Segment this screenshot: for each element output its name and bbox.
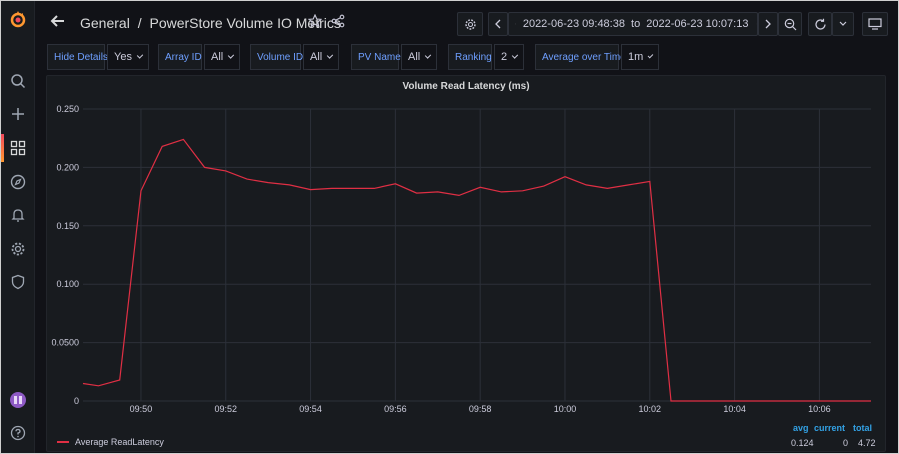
legend-header-avg[interactable]: avg [793, 423, 809, 433]
legend-header-total[interactable]: total [853, 423, 872, 433]
settings-icon[interactable] [6, 237, 30, 261]
y-tick-label: 0.200 [56, 162, 79, 172]
legend-value-current: 0 [843, 438, 849, 448]
variable-select-hide-details[interactable]: Yes [107, 44, 149, 70]
chevron-right-icon [765, 19, 771, 29]
variable-label-ranking: Ranking [448, 44, 492, 70]
variable-value: Yes [114, 51, 132, 63]
explore-icon[interactable] [6, 170, 30, 194]
time-shift-back-button[interactable] [488, 12, 508, 36]
refresh-interval-dropdown[interactable] [832, 12, 854, 36]
page-title: General / PowerStore Volume IO Metrics [80, 15, 341, 31]
time-to: 2022-06-23 10:07:13 [646, 18, 749, 30]
x-tick-label: 09:58 [469, 404, 492, 414]
y-tick-label: 0 [74, 396, 79, 406]
monitor-icon [868, 18, 882, 30]
share-icon[interactable] [331, 14, 345, 33]
variable-label-pv-name: PV Name [351, 44, 401, 70]
zoom-out-icon [784, 18, 796, 30]
back-arrow-icon[interactable] [48, 11, 68, 31]
latency-line-chart: 0 0.0500 0.100 0.150 0.200 0.250 09:50 09:52 09:… [51, 104, 872, 414]
y-tick-label: 0.100 [56, 279, 79, 289]
alerting-icon[interactable] [6, 203, 30, 227]
y-tick-label: 0.150 [56, 221, 79, 231]
y-tick-label: 0.0500 [51, 338, 79, 348]
dashboards-icon[interactable] [6, 136, 30, 160]
time-range-text: 2022-06-23 09:48:38 to 2022-06-23 10:07:… [523, 18, 749, 30]
zoom-out-button[interactable] [778, 12, 802, 36]
variable-value: All [211, 51, 224, 63]
time-shift-forward-button[interactable] [758, 12, 778, 36]
chevron-down-icon [327, 52, 334, 59]
variable-select-pv-name[interactable]: All [401, 44, 437, 70]
chevron-down-icon [228, 52, 235, 59]
chevron-down-icon [647, 52, 654, 59]
grafana-logo-icon[interactable] [6, 7, 30, 31]
help-icon[interactable] [6, 421, 30, 445]
plus-icon[interactable] [6, 102, 30, 126]
chevron-down-icon [425, 52, 432, 59]
variable-value: 1m [628, 51, 644, 63]
legend-header-current[interactable]: current [814, 423, 846, 433]
time-to-word: to [631, 18, 641, 30]
dashboard-settings-button[interactable] [457, 12, 483, 36]
variable-select-volume-id[interactable]: All [303, 44, 339, 70]
panel-title[interactable]: Volume Read Latency (ms) [402, 81, 530, 92]
view-mode-button[interactable] [862, 12, 888, 36]
x-tick-label: 09:50 [130, 404, 153, 414]
variable-select-average-over-time[interactable]: 1m [621, 44, 659, 70]
variable-select-ranking[interactable]: 2 [494, 44, 524, 70]
variable-value: All [408, 51, 421, 63]
chevron-down-icon [136, 52, 144, 59]
breadcrumb-separator: / [137, 15, 142, 31]
variable-select-array-id[interactable]: All [204, 44, 240, 70]
x-tick-label: 09:56 [384, 404, 407, 414]
x-tick-label: 10:00 [554, 404, 577, 414]
legend-value-avg: 0.124 [791, 438, 814, 448]
variable-label-volume-id: Volume ID [250, 44, 303, 70]
chevron-down-icon [756, 23, 757, 25]
shield-icon[interactable] [6, 270, 30, 294]
sidebar-active-indicator [1, 134, 4, 162]
chevron-down-icon [511, 52, 519, 59]
legend-series-name: Average ReadLatency [75, 437, 164, 447]
gear-icon [464, 18, 476, 30]
chevron-down-icon [839, 21, 847, 26]
legend-item[interactable]: Average ReadLatency [57, 437, 164, 447]
variable-label-hide-details: Hide Details [47, 44, 108, 70]
refresh-button[interactable] [808, 12, 832, 36]
user-avatar[interactable] [6, 388, 30, 412]
x-tick-label: 09:52 [214, 404, 237, 414]
refresh-icon [814, 18, 826, 30]
time-from: 2022-06-23 09:48:38 [522, 18, 625, 30]
legend-swatch [57, 441, 69, 443]
x-tick-label: 10:06 [808, 404, 831, 414]
legend-value-total: 4.72 [858, 438, 876, 448]
series-line-average-readlatency [82, 138, 871, 402]
variable-value: 2 [501, 51, 508, 63]
breadcrumb-folder[interactable]: General [80, 15, 130, 31]
star-icon[interactable] [307, 13, 323, 33]
time-range-picker[interactable]: 2022-06-23 09:48:38 to 2022-06-23 10:07:… [508, 12, 758, 36]
variable-label-array-id: Array ID [158, 44, 202, 70]
variable-label-average-over-time: Average over Time [535, 44, 626, 70]
chevron-left-icon [495, 19, 501, 29]
x-tick-label: 10:04 [723, 404, 746, 414]
graph-panel: Volume Read Latency (ms) 0 0.0500 0.100 0.1… [46, 75, 886, 452]
clock-icon [515, 23, 516, 25]
search-icon[interactable] [6, 69, 30, 93]
x-tick-label: 09:54 [299, 404, 322, 414]
x-tick-label: 10:02 [639, 404, 662, 414]
top-navbar: General / PowerStore Volume IO Metrics 2… [36, 1, 898, 43]
sidebar [1, 1, 35, 453]
dashboard-title[interactable]: PowerStore Volume IO Metrics [149, 15, 341, 31]
variable-value: All [310, 51, 323, 63]
y-tick-label: 0.250 [56, 104, 79, 114]
